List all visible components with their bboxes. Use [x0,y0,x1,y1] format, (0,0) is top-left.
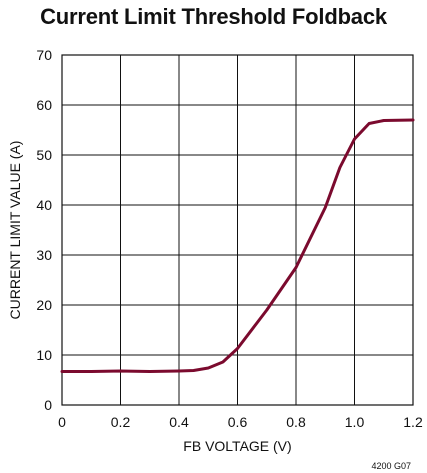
y-tick-labels: 0 10 20 30 40 50 60 70 [36,47,52,413]
y-tick-label: 70 [36,47,52,63]
y-tick-label: 20 [36,297,52,313]
x-tick-label: 1.0 [345,414,365,430]
y-tick-label: 40 [36,197,52,213]
y-tick-label: 50 [36,147,52,163]
x-tick-labels: 0 0.2 0.4 0.6 0.8 1.0 1.2 [58,414,423,430]
y-tick-label: 0 [44,397,52,413]
x-tick-label: 0.4 [169,414,189,430]
y-tick-label: 10 [36,347,52,363]
x-tick-label: 0 [58,414,66,430]
chart-title: Current Limit Threshold Foldback [40,4,387,29]
figure-id: 4200 G07 [371,461,411,471]
x-tick-label: 0.8 [286,414,306,430]
x-axis-label: FB VOLTAGE (V) [183,438,291,454]
y-tick-label: 60 [36,97,52,113]
data-series-line [60,118,415,373]
x-tick-label: 0.6 [228,414,248,430]
x-tick-label: 1.2 [403,414,423,430]
y-tick-label: 30 [36,247,52,263]
x-tick-label: 0.2 [111,414,131,430]
plot-frame [61,54,414,406]
y-axis-label: CURRENT LIMIT VALUE (A) [7,141,23,320]
chart-grid [61,54,414,406]
